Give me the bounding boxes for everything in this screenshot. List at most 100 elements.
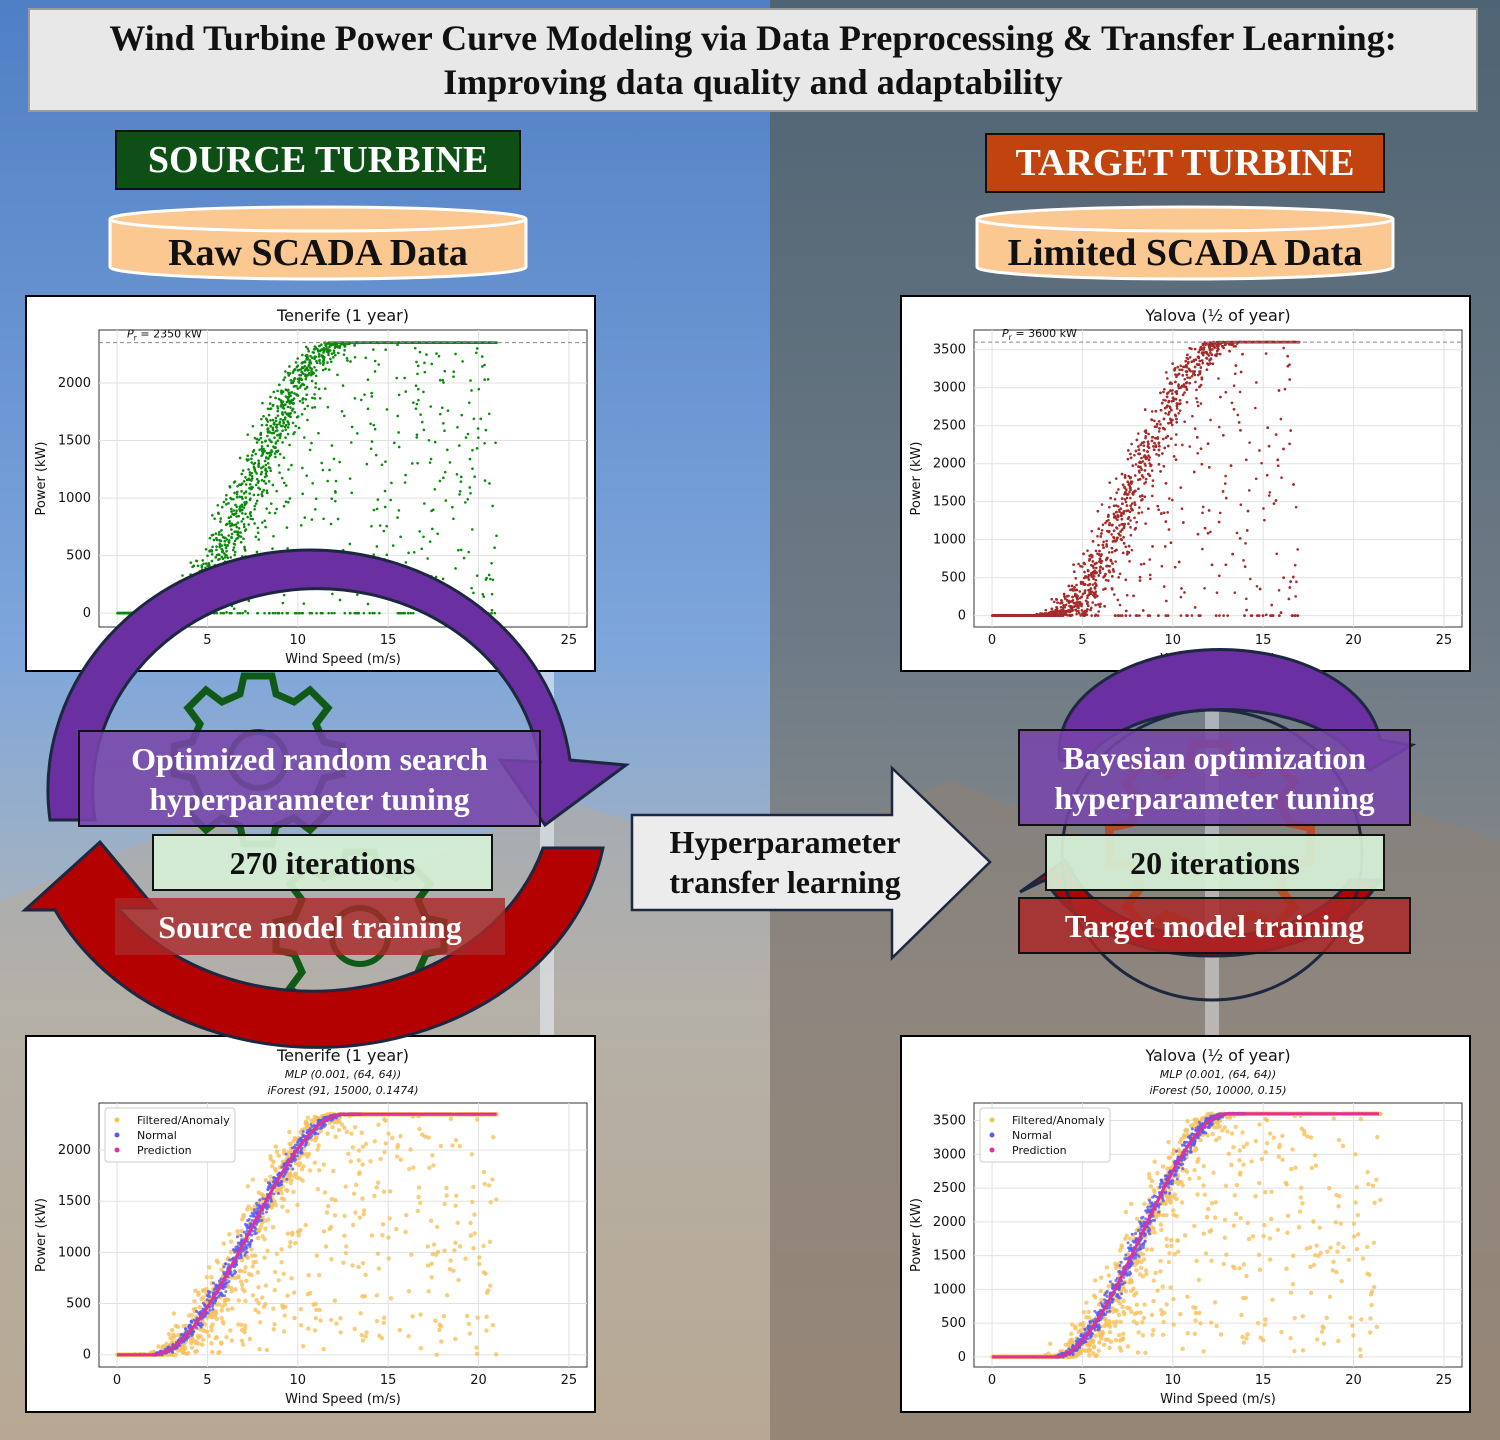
data-point xyxy=(484,578,488,581)
data-point xyxy=(313,405,317,409)
data-point xyxy=(1160,401,1164,405)
data-point xyxy=(328,345,331,349)
data-point xyxy=(1147,432,1150,436)
data-point xyxy=(490,608,494,612)
data-point xyxy=(263,565,267,569)
data-point xyxy=(268,430,271,434)
data-point xyxy=(473,341,476,344)
data-point xyxy=(490,561,493,565)
data-point xyxy=(309,373,313,377)
data-point xyxy=(293,392,296,395)
data-point xyxy=(332,349,336,353)
data-point xyxy=(1282,346,1285,350)
data-point xyxy=(251,477,254,480)
data-point xyxy=(260,447,264,451)
data-point xyxy=(1150,418,1154,422)
data-point xyxy=(1157,508,1160,511)
data-point xyxy=(1168,497,1171,500)
data-point xyxy=(1162,398,1165,402)
data-point xyxy=(1100,528,1104,532)
y-tick-label: 1000 xyxy=(58,491,91,506)
data-point xyxy=(366,407,370,411)
data-point xyxy=(1120,528,1124,531)
data-point xyxy=(385,408,389,411)
data-point xyxy=(461,341,464,344)
data-point xyxy=(1047,611,1051,615)
data-point xyxy=(208,536,212,540)
data-point xyxy=(1164,412,1167,415)
data-point xyxy=(1100,503,1104,506)
title-line-2: Improving data quality and adaptability xyxy=(443,62,1063,102)
data-point xyxy=(124,611,128,615)
data-point xyxy=(1167,422,1170,425)
data-point xyxy=(1141,498,1144,501)
data-point xyxy=(215,536,218,540)
data-point xyxy=(309,354,312,358)
data-point xyxy=(415,433,419,436)
data-point xyxy=(237,514,241,518)
data-point xyxy=(214,556,218,559)
data-point xyxy=(1162,390,1165,394)
data-point xyxy=(1185,370,1189,373)
data-point xyxy=(1218,352,1222,356)
data-point xyxy=(299,373,303,377)
data-point xyxy=(1137,448,1141,451)
data-point xyxy=(377,363,381,366)
data-point xyxy=(242,523,246,526)
data-point xyxy=(471,528,474,531)
data-point xyxy=(256,481,260,484)
data-point xyxy=(334,479,338,483)
data-point xyxy=(1127,522,1130,525)
data-point xyxy=(1140,441,1144,445)
data-point xyxy=(245,459,249,462)
data-point xyxy=(235,495,239,499)
data-point xyxy=(247,599,251,603)
data-point xyxy=(195,572,199,576)
data-point xyxy=(292,379,295,383)
target-raw-chart: Yalova (½ of year) 0 5 10 15 20 25 0 500 1000 1500… xyxy=(900,295,1471,672)
data-point xyxy=(220,588,223,591)
data-point xyxy=(415,360,418,364)
data-point xyxy=(225,493,228,497)
data-point xyxy=(210,559,214,563)
data-point xyxy=(200,564,203,567)
data-point xyxy=(248,498,252,502)
data-point xyxy=(304,398,308,401)
data-point xyxy=(282,378,285,382)
data-point xyxy=(1218,511,1222,515)
data-point xyxy=(167,605,171,608)
data-point xyxy=(296,357,300,360)
data-point xyxy=(244,490,248,493)
data-point xyxy=(403,481,407,484)
data-point xyxy=(266,461,270,465)
data-point xyxy=(188,604,191,607)
data-point xyxy=(233,491,236,495)
data-point xyxy=(471,467,474,471)
data-point xyxy=(205,573,208,576)
data-point xyxy=(438,412,442,416)
data-point xyxy=(154,608,158,611)
data-point xyxy=(321,611,324,615)
data-point xyxy=(372,553,376,557)
data-point xyxy=(280,557,284,561)
data-point xyxy=(300,611,303,615)
data-point xyxy=(353,582,357,586)
data-point xyxy=(200,585,203,589)
data-point xyxy=(1081,592,1085,596)
data-point xyxy=(396,571,400,575)
x-tick-label: 5 xyxy=(1078,633,1086,648)
data-point xyxy=(238,509,242,513)
data-point xyxy=(1214,614,1218,617)
data-point xyxy=(1175,375,1178,379)
data-point xyxy=(183,580,187,584)
data-point xyxy=(193,600,197,603)
data-point xyxy=(213,517,216,520)
data-point xyxy=(317,431,320,435)
data-point xyxy=(309,552,313,556)
data-point xyxy=(1261,614,1265,617)
data-point xyxy=(118,611,122,615)
data-point xyxy=(1129,452,1132,456)
data-point xyxy=(234,530,238,533)
data-point xyxy=(1139,563,1143,566)
data-point xyxy=(288,372,292,375)
